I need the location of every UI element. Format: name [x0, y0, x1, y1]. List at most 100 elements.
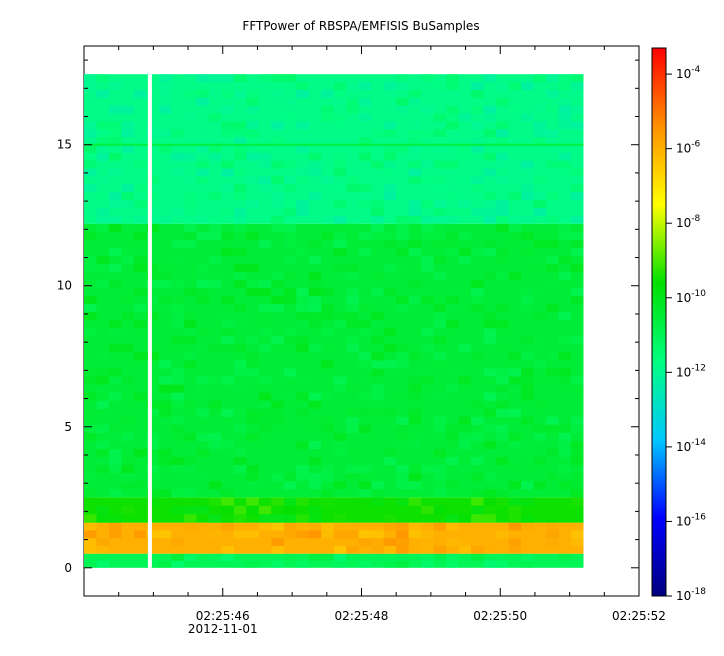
spectrogram-cell: [121, 344, 134, 353]
spectrogram-cell: [396, 473, 409, 482]
spectrogram-cell: [308, 505, 322, 515]
spectrogram-cell: [483, 368, 497, 377]
spectrogram-cell: [84, 376, 97, 385]
spectrogram-cell: [296, 239, 309, 248]
spectrogram-cell: [296, 465, 309, 474]
colorbar-tick-label: 10-6: [676, 140, 701, 156]
spectrogram-cell: [396, 465, 409, 474]
spectrogram-cell: [371, 320, 384, 329]
spectrogram-cell: [258, 514, 272, 523]
spectrogram-cell: [271, 304, 284, 313]
spectrogram-cell: [471, 184, 484, 193]
spectrogram-cell: [333, 449, 347, 458]
spectrogram-cell: [446, 522, 459, 531]
spectrogram-cell: [558, 280, 572, 289]
spectrogram-cell: [446, 304, 459, 313]
spectrogram-cell: [571, 440, 584, 450]
spectrogram-cell: [208, 280, 222, 289]
spectrogram-cell: [208, 376, 222, 385]
spectrogram-cell: [421, 505, 434, 515]
spectrogram-cell: [108, 105, 122, 114]
spectrogram-cell: [408, 207, 422, 216]
spectrogram-cell: [84, 168, 97, 177]
spectrogram-cell: [521, 215, 534, 224]
spectrogram-cell: [396, 538, 409, 546]
spectrogram-cell: [296, 168, 309, 177]
spectrogram-cell: [446, 288, 459, 297]
spectrogram-cell: [221, 545, 234, 554]
spectrogram-cell: [546, 304, 559, 313]
spectrogram-cell: [558, 113, 572, 122]
spectrogram-cell: [171, 538, 184, 546]
spectrogram-cell: [308, 481, 322, 490]
spectrogram-cell: [508, 432, 522, 441]
spectrogram-cell: [271, 192, 284, 201]
spectrogram-cell: [133, 255, 147, 264]
spectrogram-cell: [121, 473, 134, 482]
spectrogram-cell: [521, 560, 534, 568]
spectrogram-cell: [346, 304, 359, 313]
spectrogram-cell: [446, 184, 459, 193]
spectrogram-cell: [108, 530, 122, 539]
spectrogram-cell: [333, 121, 347, 130]
spectrogram-cell: [483, 152, 497, 161]
spectrogram-cell: [421, 376, 434, 385]
x-tick-label: 02:25:48: [335, 609, 389, 623]
spectrogram-cell: [196, 328, 209, 337]
spectrogram-cell: [121, 376, 134, 385]
spectrogram-cell: [233, 247, 247, 256]
spectrogram-cell: [446, 121, 459, 130]
spectrogram-cell: [96, 255, 109, 264]
spectrogram-cell: [233, 530, 247, 539]
spectrogram-cell: [383, 296, 397, 305]
spectrogram-cell: [496, 121, 509, 130]
spectrogram-cell: [183, 239, 197, 248]
spectrogram-cell: [571, 530, 584, 539]
spectrogram-cell: [358, 239, 372, 248]
spectrogram-cell: [396, 105, 409, 114]
spectrogram-cell: [396, 223, 409, 232]
spectrogram-cell: [183, 200, 197, 208]
spectrogram-cell: [496, 207, 509, 216]
spectrogram-cell: [133, 168, 147, 177]
spectrogram-cell: [546, 129, 559, 138]
spectrogram-cell: [383, 105, 397, 114]
spectrogram-cell: [396, 145, 409, 153]
spectrogram-cell: [221, 497, 234, 506]
spectrogram-cell: [508, 82, 522, 90]
spectrogram-cell: [421, 74, 434, 83]
spectrogram-cell: [408, 376, 422, 385]
spectrogram-cell: [471, 514, 484, 523]
spectrogram-cell: [396, 481, 409, 490]
spectrogram-cell: [321, 344, 334, 353]
spectrogram-cell: [183, 176, 197, 185]
spectrogram-cell: [571, 489, 584, 498]
spectrogram-cell: [446, 231, 459, 240]
spectrogram-cell: [421, 176, 434, 185]
spectrogram-cell: [146, 121, 159, 130]
spectrogram-cell: [258, 384, 272, 393]
spectrogram-cell: [208, 113, 222, 122]
spectrogram-cell: [358, 200, 372, 208]
x-date-label: 2012-11-01: [188, 622, 258, 636]
spectrogram-cell: [233, 360, 247, 369]
spectrogram-cell: [446, 440, 459, 450]
spectrogram-cell: [358, 473, 372, 482]
spectrogram-cell: [433, 320, 447, 329]
spectrogram-cell: [84, 328, 97, 337]
spectrogram-cell: [558, 352, 572, 361]
spectrogram-cell: [108, 247, 122, 256]
spectrogram-cell: [558, 481, 572, 490]
spectrogram-cell: [483, 449, 497, 458]
spectrogram-cell: [571, 121, 584, 130]
spectrogram-cell: [471, 352, 484, 361]
spectrogram-cell: [96, 376, 109, 385]
spectrogram-cell: [496, 137, 509, 146]
spectrogram-cell: [408, 416, 422, 425]
spectrogram-cell: [258, 74, 272, 83]
spectrogram-cell: [521, 247, 534, 256]
spectrogram-cell: [533, 312, 547, 321]
spectrogram-cell: [158, 296, 172, 305]
spectrogram-cell: [371, 368, 384, 377]
spectrogram-cell: [283, 505, 297, 515]
